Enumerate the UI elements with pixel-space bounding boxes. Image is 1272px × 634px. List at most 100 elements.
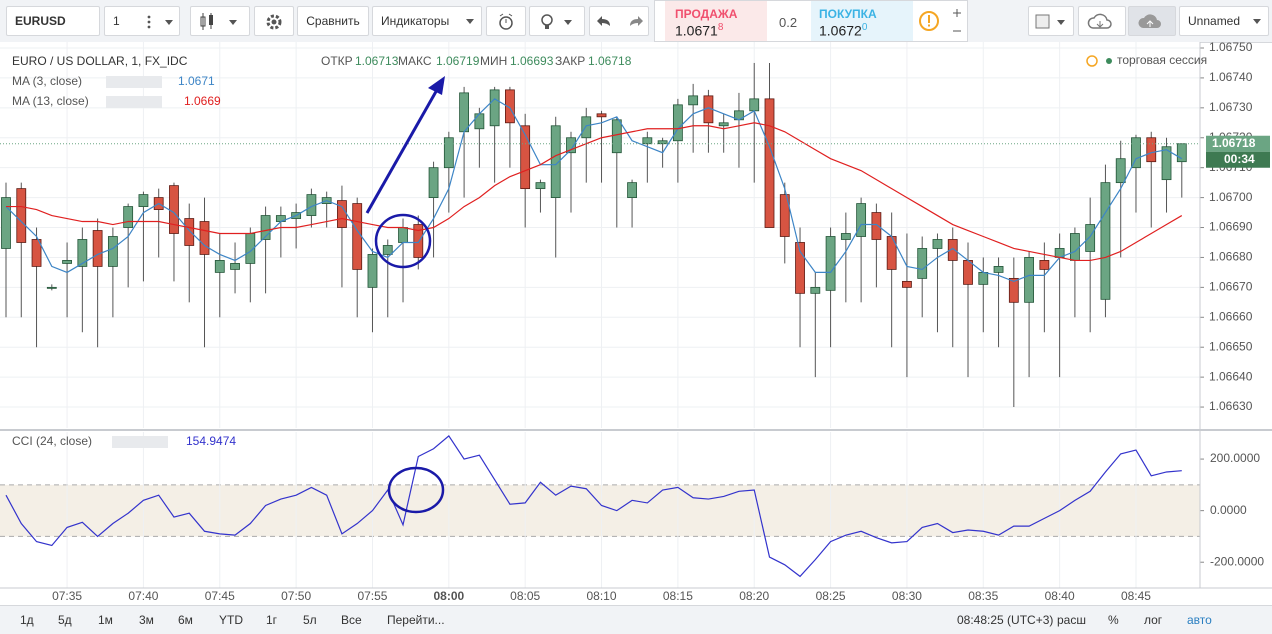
- layout-button[interactable]: [1028, 6, 1074, 36]
- candle-body: [795, 242, 805, 294]
- buy-label: ПОКУПКА: [819, 7, 877, 21]
- dropdown-icon: [466, 19, 474, 24]
- candle-body: [672, 104, 683, 142]
- layout-name[interactable]: Unnamed: [1179, 6, 1269, 36]
- symbol-title: EURO / US DOLLAR, 1, FX_IDC: [12, 54, 188, 68]
- undo-redo[interactable]: [589, 6, 649, 36]
- candle-body: [337, 200, 347, 228]
- candle-body: [779, 194, 790, 237]
- candle-body: [474, 113, 485, 130]
- symbol-input[interactable]: EURUSD: [6, 6, 100, 36]
- spread: 0.2: [779, 15, 798, 30]
- y-tick-label: 1.06740: [1209, 70, 1253, 84]
- x-tick-label: 07:40: [128, 589, 158, 603]
- candle-body: [657, 140, 668, 145]
- scale-button[interactable]: авто: [1187, 613, 1212, 627]
- range-button[interactable]: 1д: [20, 613, 34, 627]
- moving-average: [5, 98, 1183, 283]
- candle-body: [871, 212, 882, 240]
- session-dot: [1106, 58, 1112, 64]
- gear-icon: [266, 14, 282, 30]
- cci-value: 154.9474: [186, 434, 236, 448]
- countdown-label: 00:34: [1224, 152, 1255, 166]
- candle-body: [107, 236, 118, 267]
- annotation-circle: [387, 466, 445, 514]
- candle-body: [16, 188, 27, 243]
- range-button[interactable]: Все: [341, 613, 362, 627]
- session-label: торговая сессия: [1117, 53, 1207, 67]
- candle-body: [566, 137, 576, 154]
- sell-box[interactable]: ПРОДАЖА 1.06718: [665, 1, 767, 41]
- load-button[interactable]: [1078, 6, 1126, 36]
- save-button[interactable]: [1128, 6, 1176, 36]
- y-tick-label: 1.06690: [1209, 220, 1253, 234]
- chart-type-button[interactable]: [190, 6, 250, 36]
- x-tick-label: 07:35: [52, 589, 82, 603]
- candle-body: [642, 137, 653, 145]
- range-button[interactable]: 6м: [178, 613, 193, 627]
- candle-body: [718, 122, 729, 127]
- range-button[interactable]: YTD: [219, 613, 243, 627]
- buy-price-main: 1.0672: [819, 22, 862, 39]
- alert-button[interactable]: [486, 6, 526, 36]
- candle-body: [764, 98, 775, 228]
- candle-body: [1176, 143, 1187, 163]
- range-button[interactable]: 5л: [303, 613, 317, 627]
- indicators-button[interactable]: Индикаторы: [372, 6, 482, 36]
- candle-body: [1039, 260, 1050, 270]
- bottom-bar: 1д 5д 1м 3м 6м YTD 1г 5л Все Перейти... 08:48:25 (…: [0, 605, 1272, 634]
- range-button[interactable]: 1г: [266, 613, 278, 627]
- x-tick-label: 08:30: [892, 589, 922, 603]
- square-icon: [1035, 14, 1065, 29]
- scale-button[interactable]: %: [1108, 613, 1119, 627]
- moving-average: [6, 122, 1183, 262]
- candle-body: [260, 215, 271, 240]
- ideas-button[interactable]: [529, 6, 585, 36]
- candle-body: [413, 224, 424, 258]
- candle-body: [688, 95, 699, 106]
- cci-title: CCI (24, close): [12, 434, 92, 448]
- candle-body: [123, 206, 134, 228]
- candle-body: [947, 239, 958, 261]
- undo-icon: [597, 16, 643, 26]
- y-tick-label: 1.06660: [1209, 309, 1253, 323]
- range-button[interactable]: 5д: [58, 613, 72, 627]
- scale-button[interactable]: лог: [1144, 613, 1163, 627]
- y-tick-label: 1.06670: [1209, 280, 1253, 294]
- range-button[interactable]: 1м: [98, 613, 113, 627]
- y-tick-label: 1.06730: [1209, 100, 1253, 114]
- y-tick-label: -200.0000: [1210, 554, 1264, 568]
- cci-line: [5, 434, 1182, 578]
- candle-body: [596, 113, 607, 118]
- goto-button[interactable]: Перейти...: [387, 613, 445, 627]
- candle-body: [978, 272, 989, 285]
- candle-body: [1085, 224, 1096, 252]
- candle-body: [550, 125, 561, 198]
- annotation-arrowhead: [428, 76, 445, 95]
- settings-button[interactable]: [254, 6, 294, 36]
- candle-body: [77, 239, 88, 267]
- candle-body: [535, 182, 546, 190]
- sell-pip: 8: [717, 22, 724, 33]
- x-tick-label: 07:45: [205, 589, 235, 603]
- candle-body: [398, 227, 408, 243]
- candle-body: [840, 233, 851, 240]
- session-icon: [1086, 55, 1098, 67]
- price-tag-label: 1.06718: [1212, 136, 1256, 150]
- compare-button[interactable]: Сравнить: [297, 6, 369, 36]
- candle-body: [902, 280, 912, 288]
- candle-body: [199, 221, 210, 255]
- buy-box[interactable]: ПОКУПКА 1.06720: [811, 1, 913, 41]
- x-tick-label: 08:35: [968, 589, 998, 603]
- candle-body: [1, 197, 11, 249]
- scale-button[interactable]: расш: [1057, 613, 1086, 627]
- x-tick-label: 07:55: [357, 589, 387, 603]
- candle-body: [1024, 257, 1034, 303]
- interval-button[interactable]: 1: [104, 6, 180, 36]
- menu-icons: [147, 15, 173, 29]
- range-button[interactable]: 3м: [139, 613, 154, 627]
- legend-value: 1.0669: [184, 94, 221, 108]
- candle-icon: [200, 13, 237, 30]
- cci-band: [0, 484, 1200, 537]
- x-tick-label: 08:20: [739, 589, 769, 603]
